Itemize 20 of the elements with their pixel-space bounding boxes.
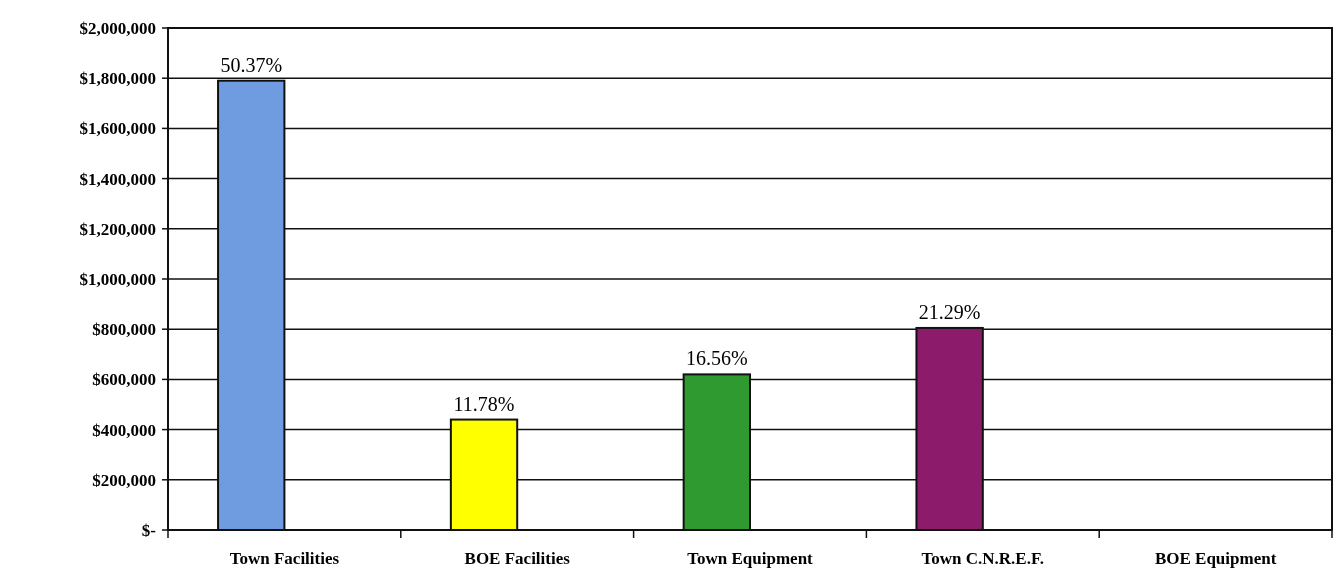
y-tick-label: $800,000 bbox=[92, 320, 156, 340]
y-tick-label: $2,000,000 bbox=[79, 18, 156, 38]
y-tick-label: $1,600,000 bbox=[79, 119, 156, 139]
x-tick-label: Town C.N.R.E.F. bbox=[921, 549, 1045, 568]
annotation: 11.78% bbox=[453, 392, 515, 415]
x-tick-label: BOE Facilities bbox=[464, 549, 571, 568]
y-tick-label: $600,000 bbox=[92, 370, 156, 390]
x-tick-label: BOE Equipment bbox=[1154, 549, 1277, 568]
annotation: 21.29% bbox=[918, 300, 981, 323]
y-tick-label: $1,200,000 bbox=[79, 219, 156, 239]
annotation: 50.37% bbox=[220, 53, 283, 76]
y-tick-label: $200,000 bbox=[92, 470, 156, 490]
x-tick-label: Town Facilities bbox=[229, 549, 340, 568]
x-tick-label: Town Equipment bbox=[687, 549, 814, 568]
y-tick-label: $400,000 bbox=[92, 420, 156, 440]
y-tick-label: $1,000,000 bbox=[79, 269, 156, 289]
y-tick-label: $1,400,000 bbox=[79, 169, 156, 189]
y-tick-label: $1,800,000 bbox=[79, 69, 156, 89]
y-tick-label: $- bbox=[141, 520, 157, 540]
annotation: 16.56% bbox=[685, 347, 748, 370]
